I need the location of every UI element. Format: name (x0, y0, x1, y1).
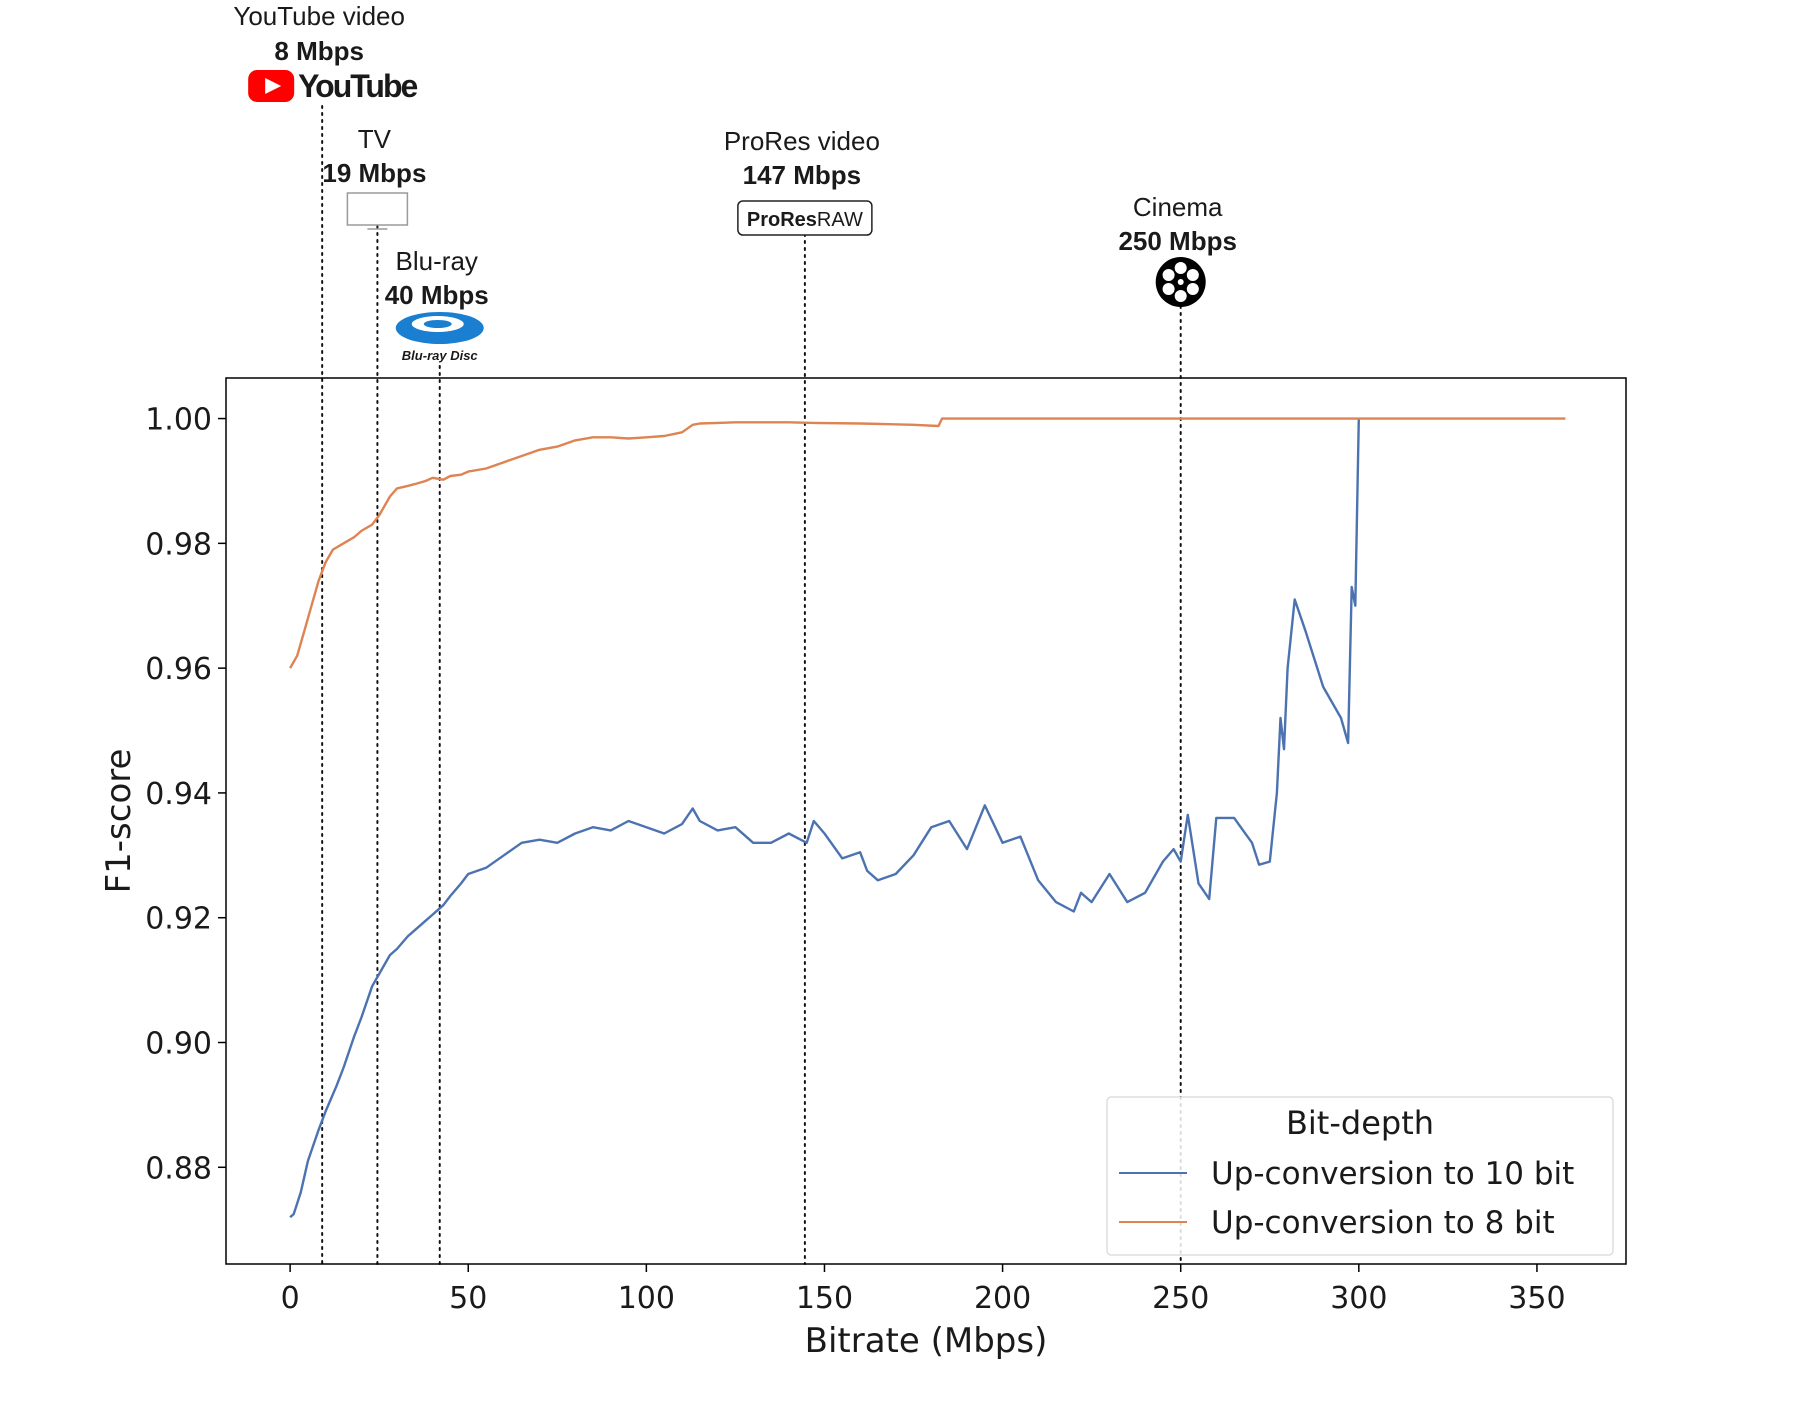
x-tick-label: 350 (1508, 1281, 1565, 1316)
legend-box (1106, 1096, 1614, 1256)
series-line-8-bit (289, 417, 1566, 669)
series-layer (289, 417, 1566, 1219)
prores-wordmark: ProResRAW (747, 209, 863, 231)
legend: Bit-depth Up-conversion to 10 bit Up-con… (1106, 1096, 1614, 1256)
film-reel-hole (1186, 269, 1199, 281)
youtube-logo: YouTube (248, 68, 420, 104)
annotation-film-reel: Cinema 250 Mbps (1118, 192, 1237, 307)
axis-ticks: 0 50 100 150 200 250 300 350 0.88 0.90 0.92 0.94 0.9… (145, 403, 1565, 1316)
y-tick-label: 0.92 (145, 902, 212, 937)
film-reel-hole (1162, 283, 1175, 295)
tv-icon (346, 192, 409, 230)
y-tick-label: 1.00 (145, 403, 212, 438)
annotation-blu-ray-disc: Blu-ray 40 Mbps Blu-ray Disc (385, 246, 489, 363)
annotation-prores-raw: ProRes video 147 Mbps ProResRAW (724, 126, 880, 236)
y-tick-label: 0.94 (145, 777, 212, 812)
x-tick-label: 0 (281, 1281, 300, 1316)
legend-label-8-bit: Up-conversion to 8 bit (1211, 1205, 1555, 1241)
youtube-wordmark: YouTube (298, 68, 417, 104)
x-tick-label: 250 (1152, 1281, 1209, 1316)
blu-ray-wordmark: Blu-ray Disc (402, 348, 479, 363)
annotation-rate: 19 Mbps (322, 158, 426, 188)
disc-hole (423, 320, 452, 328)
film-reel-hole (1162, 269, 1175, 281)
film-reel-hole (1186, 283, 1199, 295)
y-tick-label: 0.96 (145, 652, 212, 687)
annotation-tv: TV 19 Mbps (322, 124, 426, 230)
annotation-name: YouTube video (233, 1, 405, 31)
y-axis-title: F1-score (99, 749, 139, 894)
series-line-10-bit (289, 418, 1360, 1219)
plot-frame (225, 377, 1627, 1265)
blu-ray-disc-logo: Blu-ray Disc (395, 312, 484, 363)
y-tick-label: 0.98 (145, 527, 212, 562)
legend-label-10-bit: Up-conversion to 10 bit (1211, 1156, 1574, 1192)
film-reel-icon (1155, 257, 1206, 307)
annotation-name: Cinema (1133, 192, 1223, 222)
play-icon (265, 78, 282, 94)
film-reel-hole (1174, 262, 1187, 274)
y-tick-label: 0.90 (145, 1027, 212, 1062)
annotation-rate: 40 Mbps (385, 280, 489, 310)
film-reel-center (1177, 279, 1184, 285)
film-reel-hole (1174, 290, 1187, 302)
annotation-name: Blu-ray (396, 246, 478, 276)
x-tick-label: 50 (449, 1281, 487, 1316)
x-tick-label: 150 (796, 1281, 853, 1316)
y-tick-label: 0.88 (145, 1151, 212, 1186)
annotation-name: TV (358, 124, 392, 154)
annotation-rate: 147 Mbps (743, 160, 862, 190)
annotation-rate: 250 Mbps (1118, 226, 1237, 256)
annotation-name: ProRes video (724, 126, 880, 156)
x-tick-label: 300 (1330, 1281, 1387, 1316)
x-axis-title: Bitrate (Mbps) (805, 1321, 1048, 1361)
prores-badge (737, 200, 873, 236)
legend-title: Bit-depth (1286, 1104, 1434, 1142)
annotation-rate: 8 Mbps (274, 36, 364, 66)
x-tick-label: 200 (974, 1281, 1031, 1316)
prores-raw-logo: ProResRAW (737, 200, 873, 236)
tv-screen (346, 192, 409, 226)
x-tick-label: 100 (618, 1281, 675, 1316)
